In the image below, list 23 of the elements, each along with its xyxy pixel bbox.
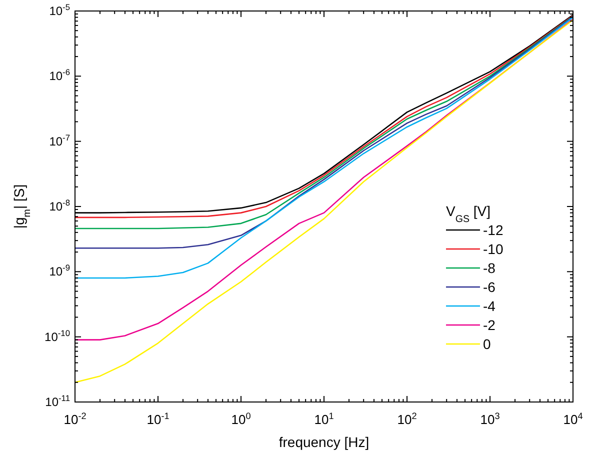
x-tick-label: 10$^{-2}$ bbox=[64, 411, 86, 427]
y-tick-label: 10$^{-11}$ bbox=[45, 393, 70, 409]
legend-label: 0 bbox=[483, 336, 491, 352]
x-tick-label: 10$^{2}$ bbox=[397, 411, 417, 427]
legend-label: -12 bbox=[483, 222, 504, 238]
x-axis-title: frequency [Hz] bbox=[278, 434, 370, 450]
legend-label: -8 bbox=[483, 260, 496, 276]
x-tick-label: 10$^{4}$ bbox=[563, 411, 583, 427]
y-tick-label: 10$^{-7}$ bbox=[49, 132, 70, 148]
x-tick-label: 10$^{1}$ bbox=[314, 411, 334, 427]
y-tick-label: 10$^{-5}$ bbox=[49, 2, 70, 18]
x-tick-label: 10$^{3}$ bbox=[480, 411, 500, 427]
x-tick-label: 10$^{0}$ bbox=[231, 411, 251, 427]
legend-label: -2 bbox=[483, 317, 496, 333]
y-tick-label: 10$^{-10}$ bbox=[44, 328, 70, 344]
legend-label: -10 bbox=[483, 241, 504, 257]
legend-title: V$_{GS}$ [V] bbox=[446, 203, 491, 224]
y-tick-label: 10$^{-8}$ bbox=[49, 198, 70, 214]
legend-label: -4 bbox=[483, 298, 496, 314]
x-tick-label: 10$^{-1}$ bbox=[146, 411, 170, 427]
legend-label: -6 bbox=[483, 279, 496, 295]
y-tick-label: 10$^{-6}$ bbox=[49, 67, 70, 84]
y-tick-label: 10$^{-9}$ bbox=[49, 262, 70, 279]
